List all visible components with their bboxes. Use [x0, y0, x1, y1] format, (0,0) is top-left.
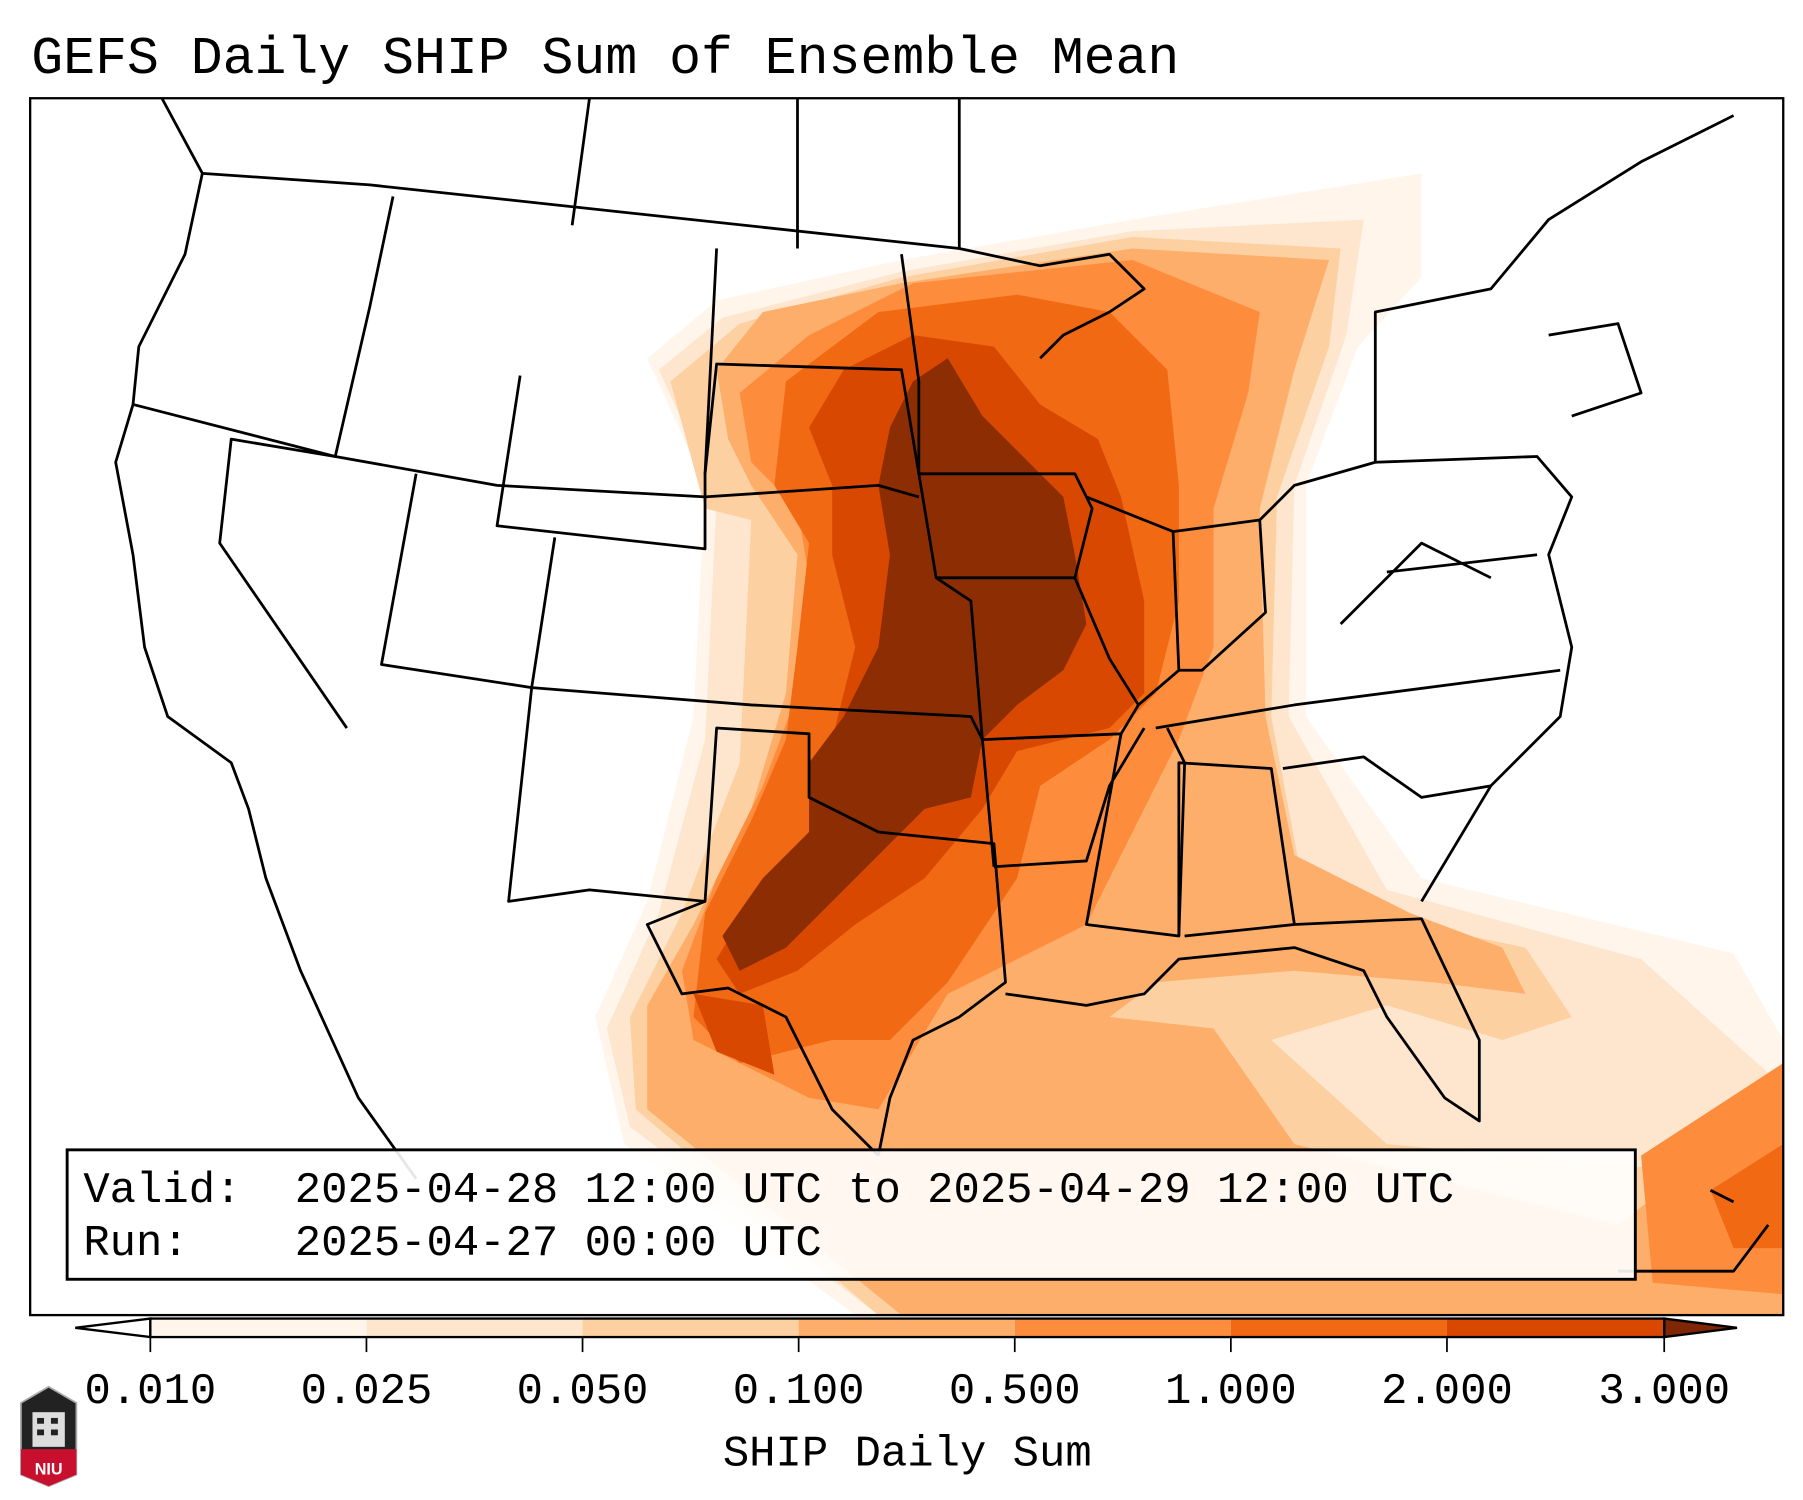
- valid-value: 2025-04-28 12:00 UTC to 2025-04-29 12:00…: [295, 1166, 1454, 1216]
- colorbar-tick-label: 0.100: [733, 1367, 865, 1417]
- valid-label: Valid:: [83, 1166, 241, 1216]
- colorbar-tick-label: 0.025: [301, 1367, 433, 1417]
- colorbar-bin: [366, 1318, 583, 1338]
- map-borders: [114, 98, 1770, 1273]
- colorbar-tick-label: 0.010: [84, 1367, 216, 1417]
- colorbar-bin: [1446, 1318, 1665, 1338]
- run-label: Run:: [83, 1219, 188, 1269]
- colorbar-tick-label: 2.000: [1381, 1367, 1513, 1417]
- colorbar-under-arrow: [75, 1317, 152, 1339]
- figure-title: GEFS Daily SHIP Sum of Ensemble Mean: [31, 29, 1179, 89]
- colorbar-label: SHIP Daily Sum: [723, 1429, 1092, 1479]
- info-box: Valid: 2025-04-28 12:00 UTC to 2025-04-2…: [65, 1148, 1637, 1281]
- niu-logo: NIU: [20, 1385, 78, 1488]
- colorbar-bin: [582, 1318, 799, 1338]
- colorbar-tick-label: 0.050: [517, 1367, 649, 1417]
- map-panel: [29, 97, 1785, 1317]
- run-value: 2025-04-27 00:00 UTC: [295, 1219, 822, 1269]
- colorbar-bin: [798, 1318, 1015, 1338]
- niu-logo-text: NIU: [35, 1461, 63, 1479]
- colorbar-bin: [1230, 1318, 1447, 1338]
- ship-level-3.000: [722, 358, 1087, 971]
- colorbar-tick-label: 0.500: [949, 1367, 1081, 1417]
- colorbar-tick-label: 3.000: [1598, 1367, 1730, 1417]
- colorbar-bin: [150, 1318, 367, 1338]
- colorbar: 0.010 0.025 0.050 0.100 0.500 1.000 2.00…: [75, 1317, 1738, 1479]
- colorbar-bin: [1014, 1318, 1231, 1338]
- colorbar-over-arrow: [1663, 1317, 1738, 1339]
- ship-shading: [595, 173, 1784, 1316]
- colorbar-tick-label: 1.000: [1165, 1367, 1297, 1417]
